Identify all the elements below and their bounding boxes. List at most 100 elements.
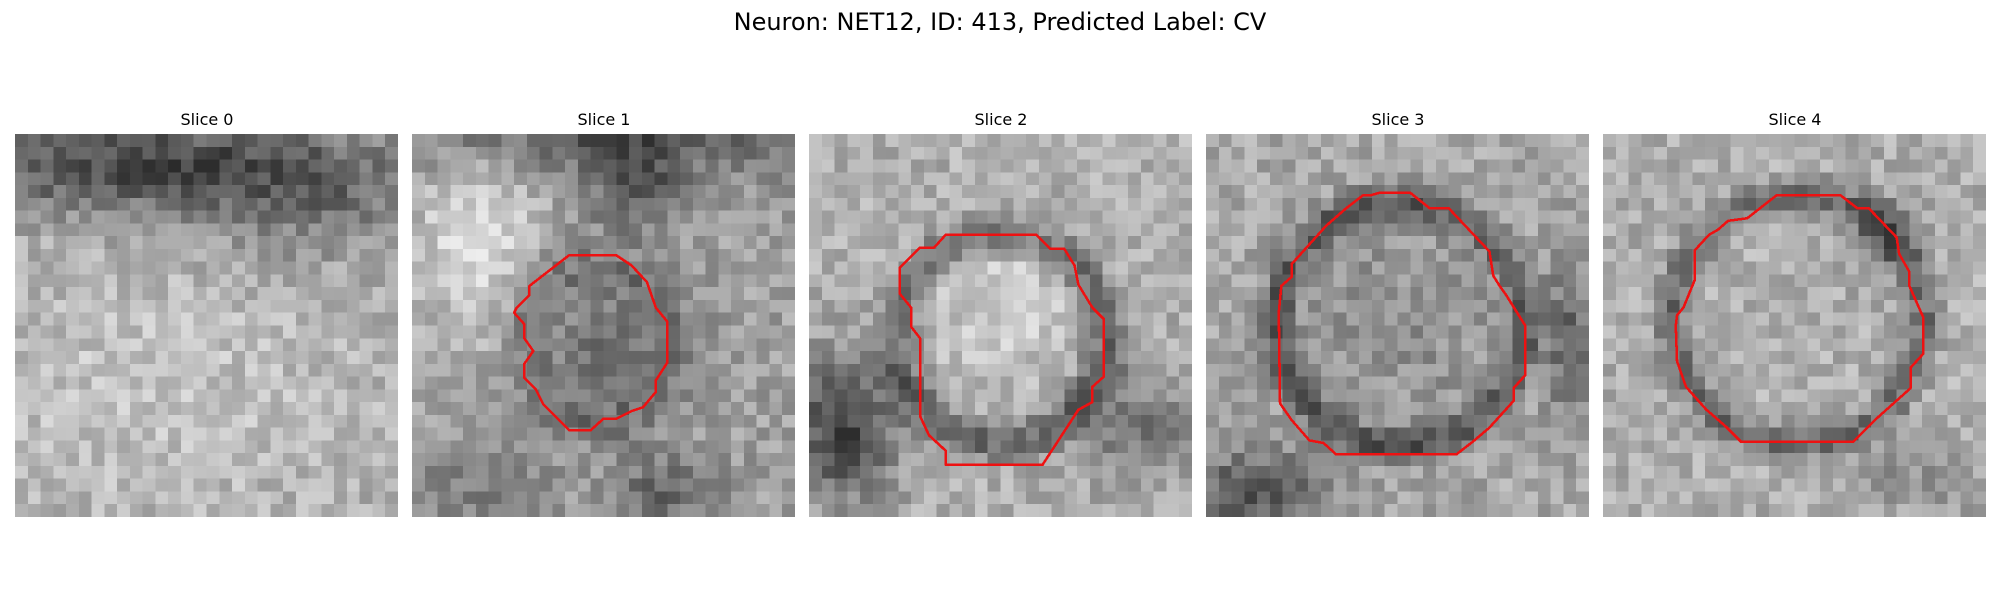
pixel bbox=[450, 440, 464, 454]
pixel bbox=[346, 504, 360, 517]
pixel bbox=[1359, 223, 1373, 237]
pixel bbox=[782, 197, 795, 211]
pixel bbox=[372, 338, 386, 352]
pixel bbox=[424, 504, 438, 517]
pixel bbox=[385, 146, 398, 160]
pixel bbox=[590, 504, 604, 517]
pixel bbox=[590, 376, 604, 390]
pixel bbox=[1512, 248, 1526, 262]
pixel bbox=[1179, 185, 1192, 199]
pixel bbox=[1064, 427, 1078, 441]
pixel bbox=[1603, 261, 1617, 275]
pixel bbox=[104, 134, 118, 148]
pixel bbox=[40, 134, 54, 148]
pixel bbox=[1179, 402, 1192, 416]
pixel bbox=[1051, 223, 1065, 237]
pixel bbox=[1166, 414, 1180, 428]
pixel bbox=[1077, 236, 1091, 250]
pixel bbox=[667, 504, 681, 517]
pixel bbox=[1410, 389, 1424, 403]
pixel bbox=[565, 299, 579, 313]
pixel bbox=[1308, 491, 1322, 505]
pixel bbox=[437, 465, 451, 479]
pixel bbox=[1717, 351, 1731, 365]
pixel bbox=[641, 146, 655, 160]
pixel bbox=[1807, 414, 1821, 428]
pixel bbox=[1807, 172, 1821, 186]
pixel bbox=[1218, 210, 1232, 224]
pixel bbox=[1461, 134, 1475, 148]
pixel bbox=[680, 338, 694, 352]
pixel bbox=[834, 172, 848, 186]
pixel bbox=[346, 248, 360, 262]
pixel bbox=[283, 491, 297, 505]
pixel bbox=[1346, 414, 1360, 428]
pixel bbox=[295, 491, 309, 505]
pixel bbox=[1922, 389, 1936, 403]
pixel bbox=[1768, 159, 1782, 173]
pixel bbox=[488, 338, 502, 352]
pixel bbox=[577, 478, 591, 492]
pixel bbox=[1615, 427, 1629, 441]
pixel bbox=[40, 478, 54, 492]
pixel bbox=[885, 261, 899, 275]
pixel bbox=[1947, 274, 1961, 288]
pixel bbox=[885, 312, 899, 326]
pixel bbox=[78, 159, 92, 173]
pixel bbox=[424, 351, 438, 365]
pixel bbox=[295, 185, 309, 199]
pixel bbox=[1115, 146, 1129, 160]
pixel bbox=[552, 210, 566, 224]
pixel bbox=[514, 248, 528, 262]
pixel bbox=[180, 491, 194, 505]
pixel bbox=[1603, 185, 1617, 199]
pixel bbox=[1179, 504, 1192, 517]
pixel bbox=[295, 159, 309, 173]
pixel bbox=[1615, 274, 1629, 288]
pixel bbox=[1051, 325, 1065, 339]
pixel bbox=[1615, 159, 1629, 173]
pixel bbox=[756, 146, 770, 160]
pixel bbox=[219, 287, 233, 301]
pixel bbox=[1550, 185, 1564, 199]
pixel bbox=[1013, 491, 1027, 505]
pixel bbox=[1499, 185, 1513, 199]
pixel bbox=[1269, 402, 1283, 416]
pixel bbox=[898, 414, 912, 428]
pixel bbox=[437, 363, 451, 377]
pixel bbox=[1563, 376, 1577, 390]
pixel bbox=[193, 351, 207, 365]
pixel bbox=[1153, 351, 1167, 365]
pixel bbox=[78, 210, 92, 224]
pixel bbox=[1308, 440, 1322, 454]
pixel bbox=[53, 478, 67, 492]
pixel bbox=[577, 261, 591, 275]
pixel bbox=[847, 299, 861, 313]
pixel bbox=[616, 504, 630, 517]
pixel bbox=[847, 389, 861, 403]
pixel bbox=[15, 478, 29, 492]
pixel bbox=[129, 376, 143, 390]
pixel bbox=[1423, 402, 1437, 416]
pixel bbox=[654, 274, 668, 288]
pixel bbox=[898, 159, 912, 173]
pixel bbox=[603, 299, 617, 313]
pixel bbox=[603, 453, 617, 467]
pixel bbox=[1115, 325, 1129, 339]
pixel bbox=[450, 197, 464, 211]
pixel bbox=[692, 223, 706, 237]
pixel bbox=[1231, 159, 1245, 173]
pixel bbox=[834, 453, 848, 467]
pixel bbox=[168, 453, 182, 467]
pixel bbox=[743, 504, 757, 517]
pixel bbox=[1102, 146, 1116, 160]
pixel bbox=[1153, 453, 1167, 467]
pixel bbox=[1641, 134, 1655, 148]
pixel bbox=[1858, 351, 1872, 365]
pixel bbox=[1756, 299, 1770, 313]
pixel bbox=[616, 363, 630, 377]
pixel bbox=[1295, 363, 1309, 377]
pixel bbox=[372, 210, 386, 224]
pixel bbox=[974, 427, 988, 441]
pixel bbox=[1615, 402, 1629, 416]
